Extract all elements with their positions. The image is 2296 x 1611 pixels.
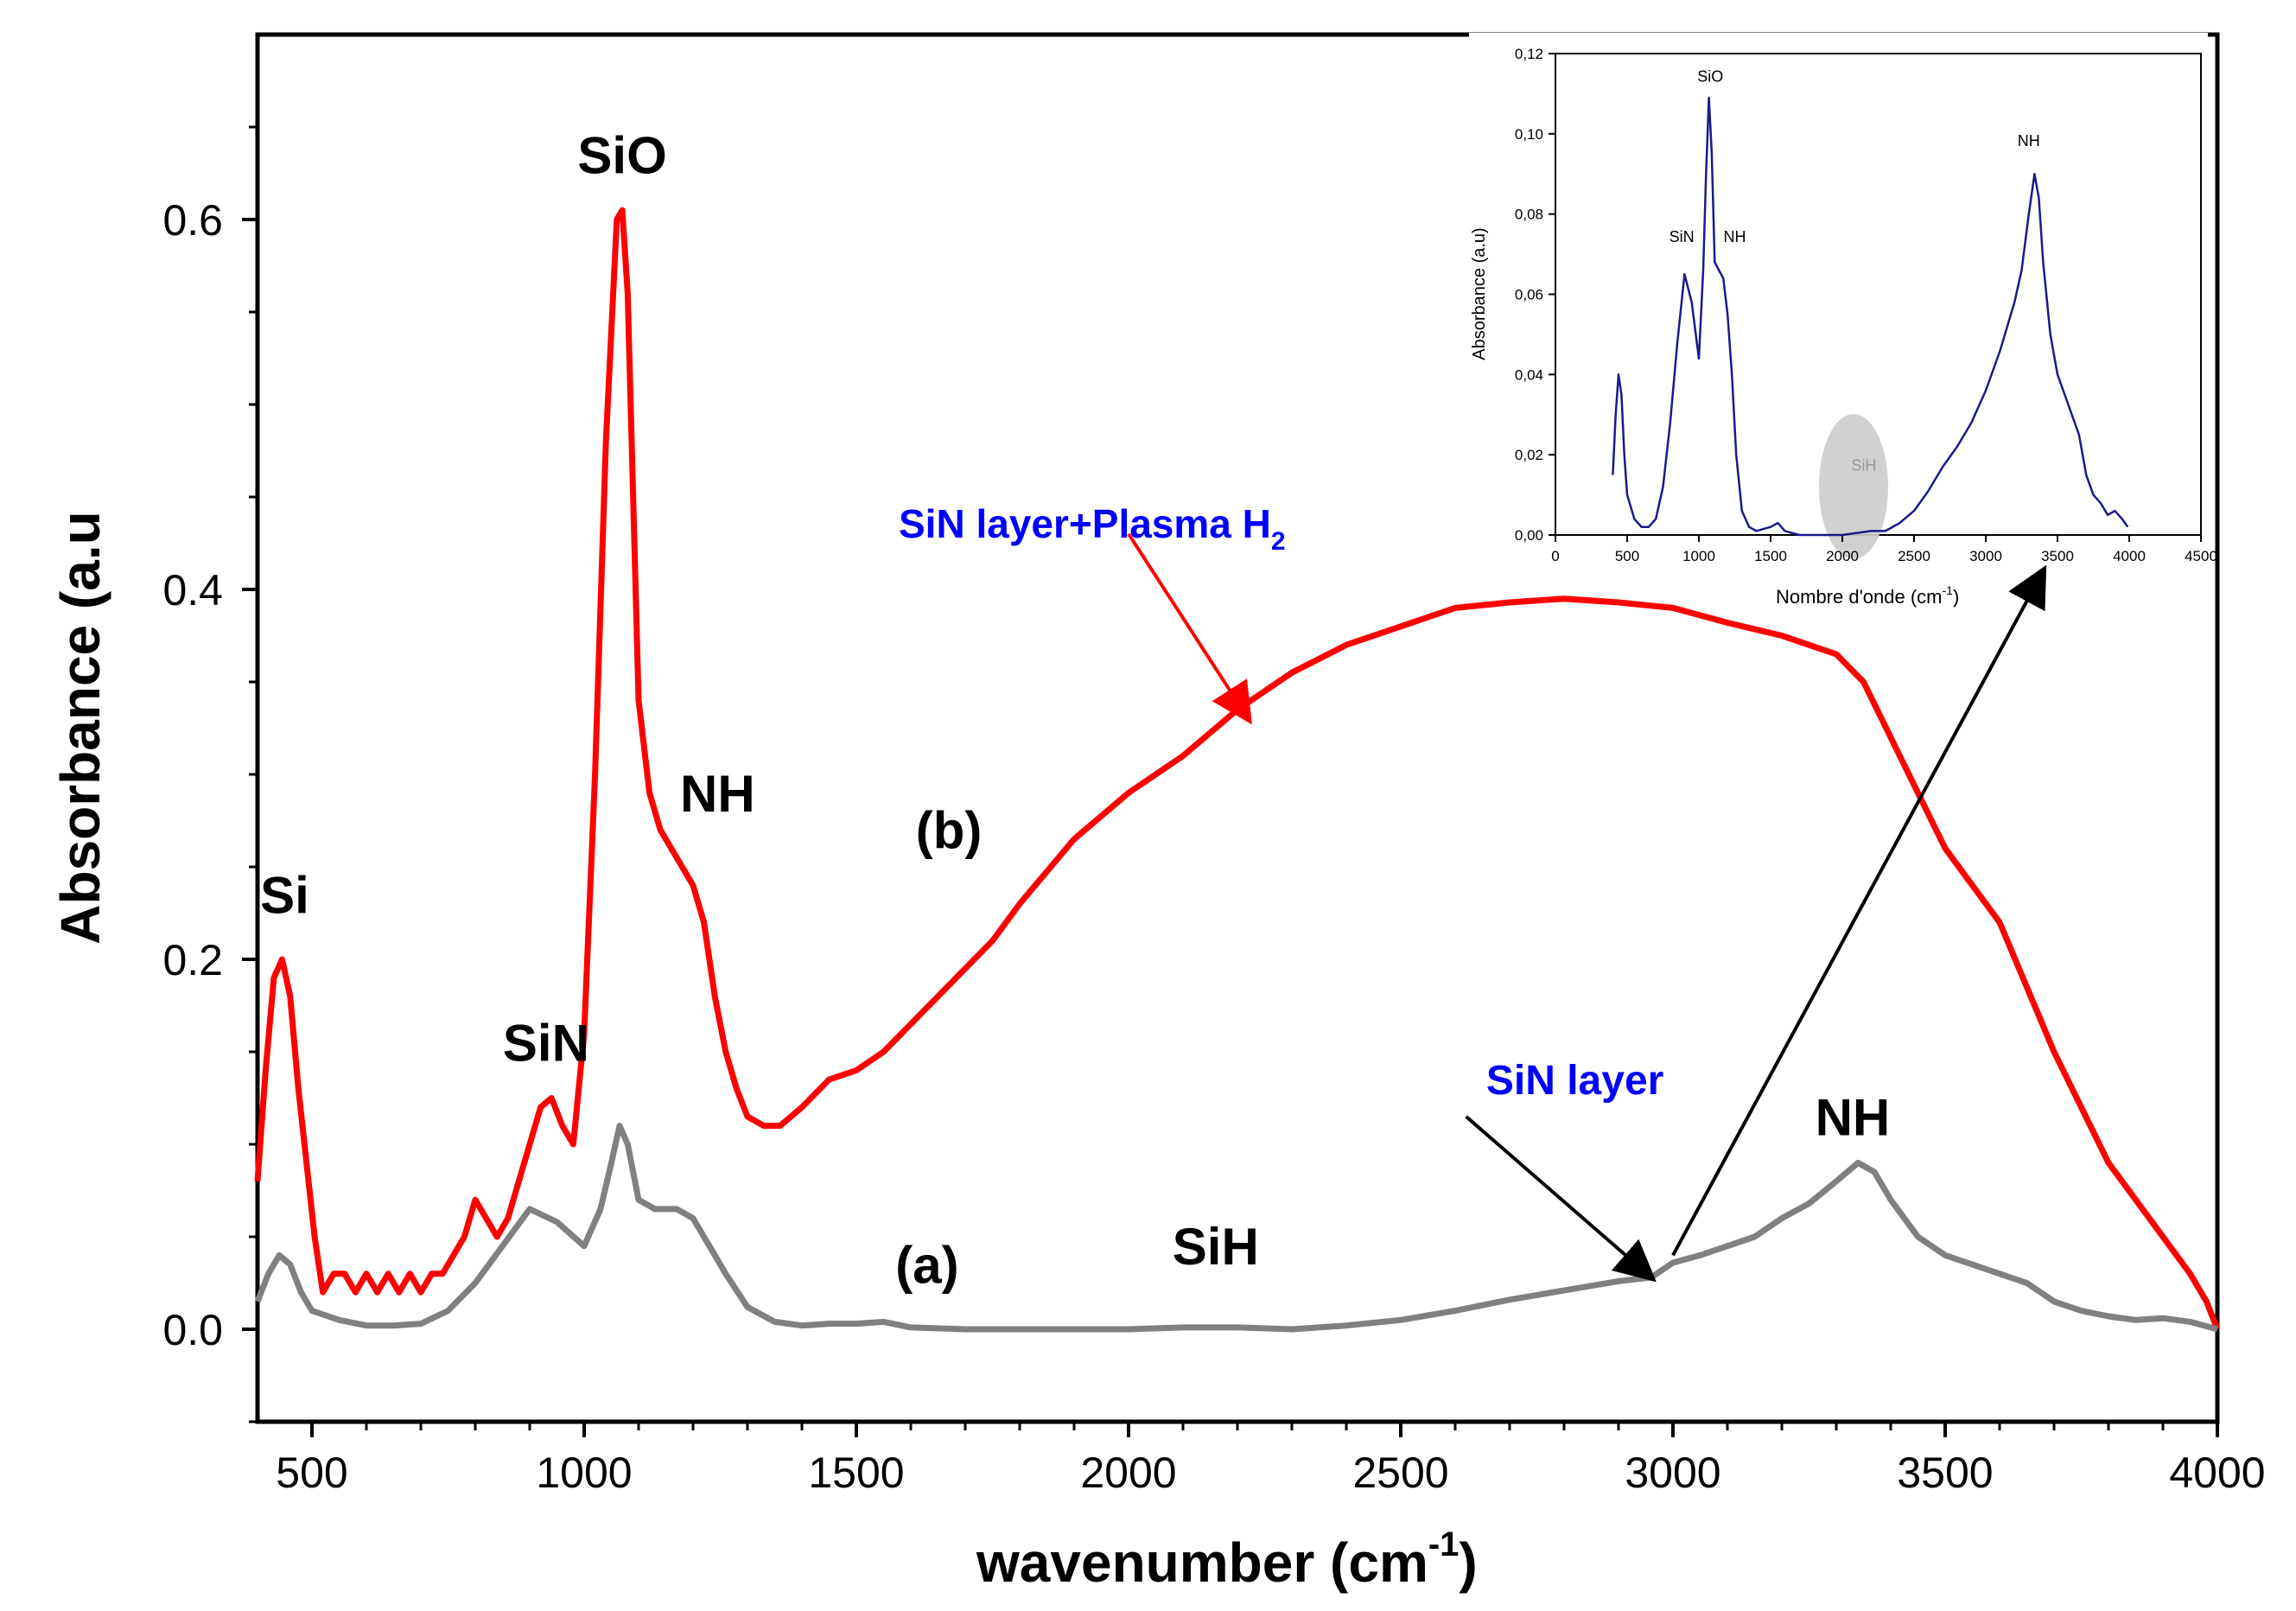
main-annotation-label: NH — [1816, 1088, 1891, 1146]
inset-x-tick-label: 2000 — [1826, 548, 1859, 564]
inset-y-tick-label: 0,00 — [1515, 527, 1543, 544]
inset-sih-highlight — [1819, 414, 1888, 559]
inset-y-axis-ticks: 0,00 0,02 0,04 0,06 0,08 0,10 0,12 — [1515, 46, 1555, 544]
series-b-line — [254, 207, 2221, 1331]
inset-annotation-label: NH — [2018, 132, 2040, 150]
main-x-tick-label: 3000 — [1625, 1449, 1720, 1497]
main-annotation-label: (b) — [916, 802, 983, 860]
inset-y-tick-label: 0,08 — [1515, 207, 1543, 223]
inset-y-axis-title: Absorbance (a.u) — [1470, 227, 1489, 360]
main-annotation-label: Si — [260, 867, 309, 925]
main-arrows — [1127, 532, 2047, 1283]
inset-x-tick-label: 500 — [1615, 548, 1639, 564]
main-y-tick-label: 0.4 — [162, 566, 223, 614]
main-annotation-arrow — [1127, 532, 1252, 725]
main-series-group — [254, 207, 2221, 1333]
main-annotation-arrow — [1671, 564, 2047, 1257]
inset-y-tick-label: 0,04 — [1515, 366, 1543, 383]
inset-annotation-label: SiN — [1670, 228, 1695, 245]
main-x-tick-label: 500 — [276, 1449, 347, 1497]
inset-series-group — [1612, 96, 2129, 537]
inset-x-axis-ticks: 0 500 1000 1500 2000 2500 3000 3500 4000 4500 — [1551, 535, 2217, 564]
main-x-tick-label: 2500 — [1352, 1449, 1448, 1497]
inset-x-tick-label: 4500 — [2185, 548, 2217, 564]
main-x-tick-label: 1500 — [808, 1449, 904, 1497]
y-axis-title: Absorbance (a.u — [49, 511, 111, 944]
inset-x-axis-title: Nombre d'onde (cm-1) — [1776, 583, 1959, 608]
inset-series-line — [1612, 96, 2129, 537]
inset-y-tick-label: 0,10 — [1515, 126, 1543, 143]
main-x-tick-label: 3500 — [1897, 1449, 1993, 1497]
inset-annotation-label: SiH — [1851, 457, 1876, 474]
main-x-tick-label: 2000 — [1080, 1449, 1176, 1497]
inset-y-tick-label: 0,12 — [1515, 46, 1543, 62]
inset-x-tick-label: 1000 — [1682, 548, 1715, 564]
main-annotations: Si SiN SiO NH (b) (a) SiH NH SiN layer — [260, 127, 1890, 1295]
inset-x-tick-label: 2500 — [1898, 548, 1930, 564]
inset-x-tick-label: 4000 — [2113, 548, 2146, 564]
main-x-axis-ticks: 500 1000 1500 2000 2500 3000 3500 4000 — [276, 1422, 2266, 1497]
main-annotation-label: NH — [680, 765, 755, 823]
main-x-tick-label: 1000 — [536, 1449, 632, 1497]
inset-chart: 0 500 1000 1500 2000 2500 3000 3500 4000 4500 0,0… — [1469, 33, 2217, 608]
main-annotation-arrow — [1465, 1115, 1657, 1283]
main-y-tick-label: 0.0 — [162, 1306, 223, 1354]
main-annotation-label: SiO — [577, 127, 666, 185]
inset-x-tick-label: 3500 — [2041, 548, 2074, 564]
series-b-label: SiN layer+Plasma H2 — [899, 501, 1286, 556]
main-annotation-label: (a) — [895, 1237, 958, 1295]
inset-x-tick-label: 1500 — [1754, 548, 1787, 564]
main-y-tick-label: 0.2 — [162, 936, 223, 984]
inset-annotations: SiO SiN NH NH SiH — [1670, 67, 2040, 474]
inset-annotation-label: NH — [1724, 228, 1746, 245]
main-y-axis-ticks: 0.0 0.2 0.4 0.6 — [162, 125, 258, 1423]
main-annotation-label: SiH — [1173, 1218, 1259, 1276]
main-annotation-label: SiN — [503, 1015, 589, 1073]
series-a-line — [254, 1123, 2218, 1333]
x-axis-title: wavenumber (cm-1) — [976, 1525, 1478, 1594]
main-y-tick-label: 0.6 — [162, 196, 223, 245]
inset-y-tick-label: 0,06 — [1515, 287, 1543, 303]
inset-annotation-label: SiO — [1697, 67, 1723, 85]
inset-x-tick-label: 3000 — [1969, 548, 2002, 564]
main-annotation-label: SiN layer — [1486, 1058, 1663, 1104]
main-x-tick-label: 4000 — [2169, 1449, 2265, 1497]
inset-y-tick-label: 0,02 — [1515, 447, 1543, 463]
inset-x-tick-label: 0 — [1551, 548, 1559, 564]
